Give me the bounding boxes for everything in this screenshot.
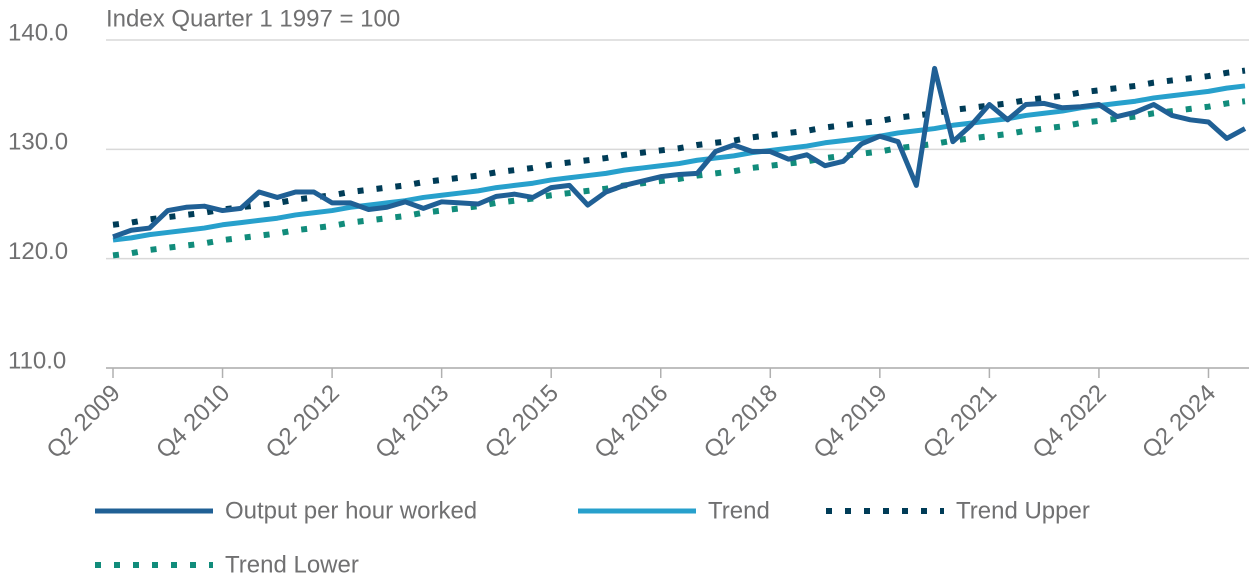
- legend-label: Trend Upper: [956, 497, 1090, 524]
- series-line: [112, 65, 1247, 240]
- series-line: [112, 98, 1246, 259]
- legend-label: Trend Lower: [225, 551, 359, 578]
- legend-label: Trend: [708, 497, 770, 524]
- legend-label: Output per hour worked: [225, 497, 477, 524]
- x-tick-label: Q2 2021: [918, 380, 1002, 464]
- x-tick-label: Q2 2012: [261, 380, 345, 464]
- x-tick-label: Q2 2018: [699, 380, 783, 464]
- y-tick-label: 140.0: [8, 19, 68, 46]
- x-tick-label: Q4 2016: [589, 380, 673, 464]
- x-tick-label: Q4 2022: [1027, 380, 1111, 464]
- x-tick-label: Q2 2015: [480, 380, 564, 464]
- x-tick-label: Q2 2009: [42, 380, 126, 464]
- x-tick-label: Q4 2010: [151, 380, 235, 464]
- series-line: [112, 67, 1246, 228]
- y-axis-label: Index Quarter 1 1997 = 100: [106, 5, 400, 32]
- y-tick-label: 110.0: [8, 347, 66, 374]
- y-tick-label: 120.0: [8, 238, 68, 265]
- x-tick-label: Q4 2019: [808, 380, 892, 464]
- y-tick-label: 130.0: [8, 129, 68, 156]
- x-tick-label: Q4 2013: [370, 380, 454, 464]
- series-line: [112, 83, 1246, 243]
- x-tick-label: Q2 2024: [1137, 380, 1221, 464]
